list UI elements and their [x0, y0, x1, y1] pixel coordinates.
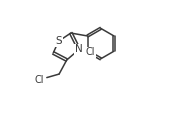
Text: Cl: Cl [34, 75, 44, 85]
Text: S: S [55, 36, 62, 46]
Text: Cl: Cl [86, 47, 95, 57]
Text: N: N [75, 44, 83, 54]
